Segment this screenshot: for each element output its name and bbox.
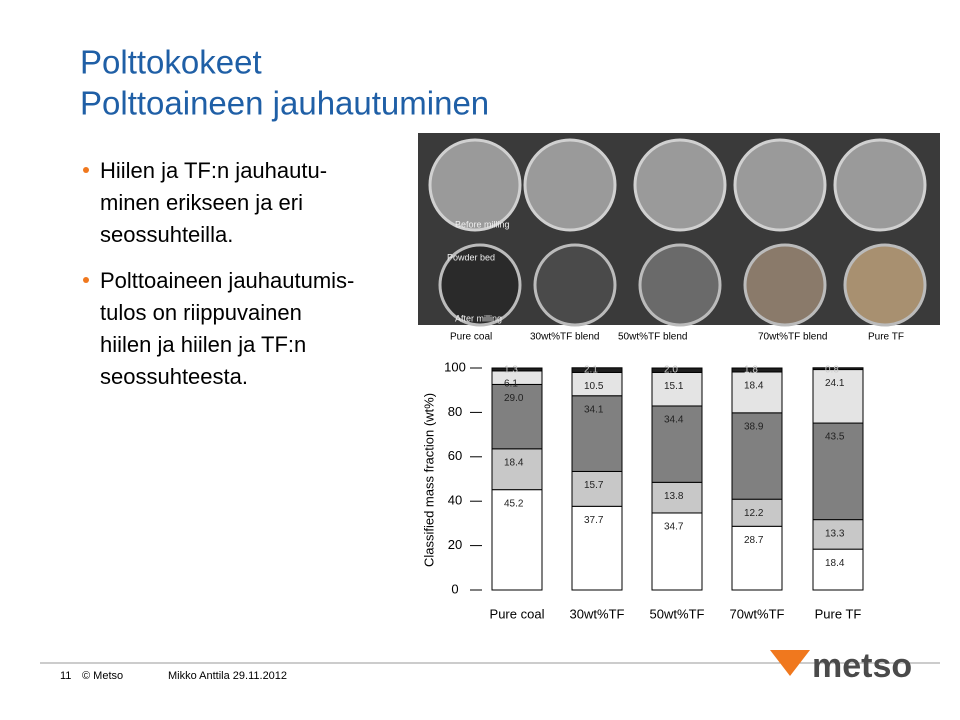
logo-mark	[770, 650, 810, 676]
bar-segment	[812, 422, 864, 521]
bullet-text: tulos on riippuvainen	[100, 300, 302, 325]
author: Mikko Anttila 29.11.2012	[168, 670, 287, 682]
bar-segment	[491, 489, 543, 591]
y-tick-label: 80	[448, 404, 462, 419]
value-label: 13.8	[664, 491, 684, 502]
value-label: 1.3	[504, 365, 518, 376]
x-tick-label: 50wt%TF	[650, 606, 705, 621]
bullet-text: minen erikseen ja eri	[100, 190, 303, 215]
title: Polttoaineen jauhautuminen	[80, 85, 489, 122]
bar-segment	[651, 512, 703, 591]
bar-segment	[731, 412, 783, 500]
value-label: 34.1	[584, 404, 604, 415]
value-label: 43.5	[825, 432, 845, 443]
logo: metso	[812, 647, 912, 685]
value-label: 15.1	[664, 381, 684, 392]
photo-dish	[428, 138, 522, 232]
photo-dish	[843, 243, 927, 327]
photo-column-label: 50wt%TF blend	[618, 332, 687, 343]
y-axis-label: Classified mass fraction (wt%)	[421, 393, 436, 567]
value-label: 29.0	[504, 393, 524, 404]
x-tick-label: 70wt%TF	[730, 606, 785, 621]
y-tick-label: 60	[448, 448, 462, 463]
photo-dish	[438, 243, 522, 327]
bar-segment	[731, 371, 783, 414]
value-label: 18.4	[504, 457, 524, 468]
photo-dish	[733, 138, 827, 232]
bar-segment	[651, 405, 703, 483]
bar-segment	[491, 367, 543, 372]
photo-strip: Before milling Powder bed After milling	[418, 133, 940, 327]
value-label: 10.5	[584, 381, 604, 392]
value-label: 1.8	[744, 365, 758, 376]
value-label: 28.7	[744, 535, 764, 546]
value-label: 45.2	[504, 498, 524, 509]
bar-segment	[571, 367, 623, 373]
value-label: 18.4	[744, 381, 764, 392]
bar-segment	[731, 367, 783, 373]
value-label: 15.7	[584, 480, 604, 491]
value-label: 38.9	[744, 421, 764, 432]
value-label: 0.8	[825, 364, 839, 375]
bar-segment	[651, 367, 703, 373]
photo-dish	[633, 138, 727, 232]
bar-segment	[571, 470, 623, 507]
photo-label: Before milling	[455, 219, 510, 229]
copyright: © Metso	[82, 670, 123, 682]
bullet-text: Hiilen ja TF:n jauhautu-	[100, 158, 327, 183]
x-tick-label: Pure coal	[490, 606, 545, 621]
photo-column-label: 70wt%TF blend	[758, 332, 827, 343]
photo-column-label: 30wt%TF blend	[530, 332, 599, 343]
photo-dish	[523, 138, 617, 232]
bullet-text: Polttoaineen jauhautumis-	[100, 268, 354, 293]
photo-dish	[743, 243, 827, 327]
photo-dish	[638, 243, 722, 327]
bar-segment	[491, 448, 543, 491]
value-label: 24.1	[825, 378, 845, 389]
y-tick-label: 40	[448, 493, 462, 508]
value-label: 34.7	[664, 522, 684, 533]
value-label: 37.7	[584, 515, 604, 526]
page-number: 11	[60, 670, 71, 682]
bar-segment	[812, 369, 864, 424]
photo-column-label: Pure TF	[868, 332, 904, 343]
bullet-text: seossuhteesta.	[100, 364, 248, 389]
y-tick-label: 100	[444, 359, 466, 374]
bar-segment	[812, 548, 864, 591]
photo-dish	[833, 138, 927, 232]
photo-column-label: Pure coal	[450, 332, 492, 343]
bar-segment	[812, 367, 864, 371]
value-label: 6.1	[504, 378, 518, 389]
bullet-text: hiilen ja hiilen ja TF:n	[100, 332, 306, 357]
bar-segment	[491, 383, 543, 450]
bullet-text: seossuhteilla.	[100, 222, 233, 247]
bar-segment	[812, 519, 864, 550]
photo-label: Powder bed	[447, 252, 495, 262]
bar-segment	[731, 525, 783, 591]
y-tick-label: 0	[451, 581, 458, 596]
value-label: 34.4	[664, 415, 684, 426]
value-label: 13.3	[825, 528, 845, 539]
title: Polttokokeet	[80, 44, 262, 81]
value-label: 18.4	[825, 558, 845, 569]
photo-label: After milling	[455, 313, 502, 323]
x-tick-label: Pure TF	[815, 606, 862, 621]
value-label: 2.0	[664, 365, 678, 376]
bar-segment	[731, 498, 783, 527]
bar-segment	[571, 505, 623, 591]
value-label: 12.2	[744, 508, 764, 519]
value-label: 2.1	[584, 364, 598, 375]
y-tick-label: 20	[448, 537, 462, 552]
bullet-dot	[83, 277, 89, 283]
bar-segment	[571, 395, 623, 472]
bullet-dot	[83, 167, 89, 173]
x-tick-label: 30wt%TF	[570, 606, 625, 621]
photo-dish	[533, 243, 617, 327]
